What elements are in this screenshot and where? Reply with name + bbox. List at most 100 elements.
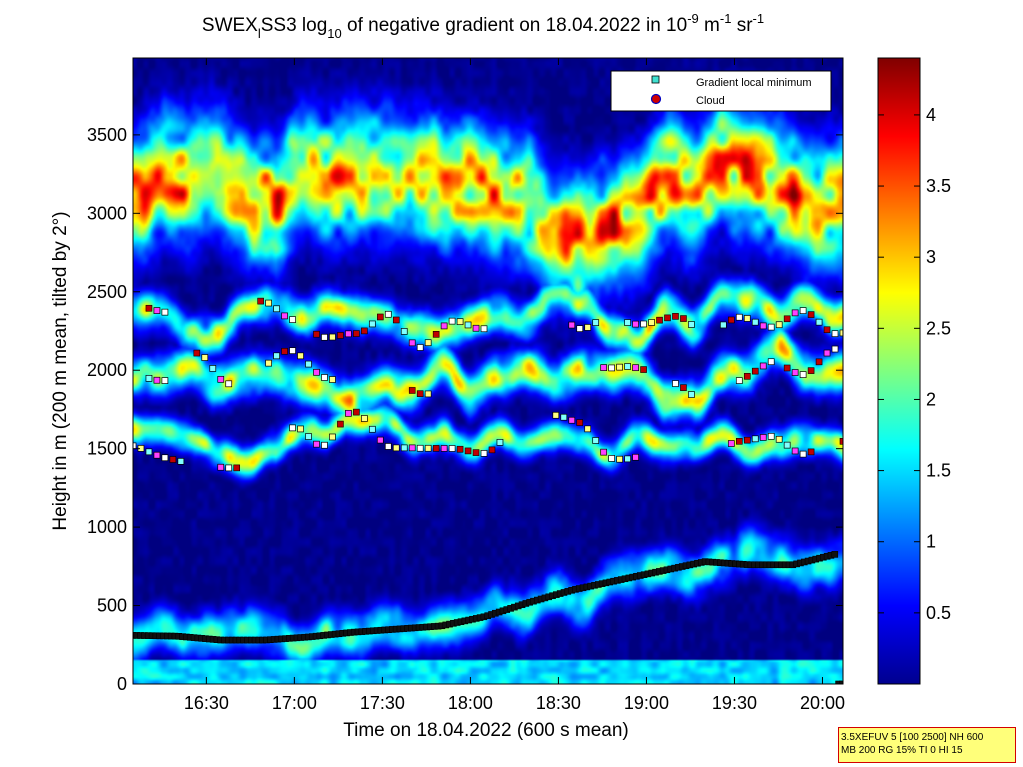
minimum-marker <box>480 325 488 333</box>
minimum-marker <box>743 315 751 322</box>
minimum-marker <box>424 339 432 347</box>
minimum-marker <box>440 445 448 452</box>
cloud-marker <box>313 330 320 338</box>
cloud-marker <box>783 315 791 323</box>
minimum-marker <box>321 333 328 341</box>
minimum-marker <box>608 455 616 462</box>
colorbar-tick-label: 1 <box>926 532 936 552</box>
minimum-marker <box>281 312 288 320</box>
minimum-marker <box>688 321 695 328</box>
settings-info-box: 3.5XEFUV 5 [100 2500] NH 600 MB 200 RG 1… <box>838 727 1016 763</box>
title-unit-m: m <box>699 15 720 36</box>
minimum-marker <box>839 329 843 337</box>
minimum-marker <box>273 352 280 360</box>
minimum-marker <box>456 318 464 326</box>
cloud-marker <box>735 437 743 445</box>
cloud-marker <box>337 332 344 339</box>
minimum-marker <box>289 424 296 432</box>
minimum-marker <box>201 354 209 361</box>
minimum-marker <box>161 377 169 384</box>
minimum-marker <box>799 450 807 458</box>
legend-label-minimum: Gradient local minimum <box>696 77 812 89</box>
title-prefix: SWEX <box>202 15 258 36</box>
minimum-marker <box>719 321 727 329</box>
info-line-1: 3.5XEFUV 5 [100 2500] NH 600 <box>841 732 984 743</box>
minimum-marker <box>767 432 775 440</box>
cloud-marker <box>807 311 815 318</box>
cloud-marker <box>145 304 153 312</box>
minimum-marker <box>624 455 631 463</box>
cloud-marker <box>823 326 831 334</box>
title-unit-sr: sr <box>731 15 753 36</box>
minimum-marker <box>161 308 169 316</box>
x-tick-label: 19:00 <box>624 693 669 713</box>
minimum-marker <box>424 390 432 398</box>
minimum-marker <box>632 364 639 372</box>
minimum-marker <box>161 454 169 462</box>
minimum-marker <box>368 425 376 433</box>
minimum-marker <box>600 364 608 371</box>
colorbar-tick-label: 0.5 <box>926 603 951 623</box>
y-tick-label: 2000 <box>87 360 127 380</box>
minimum-marker <box>799 371 807 378</box>
minimum-marker <box>209 365 217 372</box>
minimum-marker <box>376 436 384 444</box>
minimum-marker <box>624 363 631 370</box>
legend-box <box>610 70 832 112</box>
minimum-marker <box>624 319 631 326</box>
cloud-marker <box>815 358 823 366</box>
minimum-marker <box>440 322 448 330</box>
minimum-marker <box>688 391 695 398</box>
minimum-marker <box>480 450 488 457</box>
minimum-marker <box>313 368 320 376</box>
minimum-marker <box>217 375 225 383</box>
minimum-marker <box>225 464 233 472</box>
minimum-marker <box>584 425 592 433</box>
y-tick-label: 500 <box>97 596 127 616</box>
minimum-marker <box>329 433 336 441</box>
y-tick-label: 1000 <box>87 517 127 537</box>
minimum-marker <box>265 299 272 307</box>
minimum-marker <box>767 323 775 331</box>
colorbar-tick-label: 3 <box>926 247 936 267</box>
minimum-marker <box>584 324 592 331</box>
minimum-marker <box>735 377 743 384</box>
chart-title: SWEXlSS3 log10 of negative gradient on 1… <box>202 11 764 41</box>
minimum-marker <box>345 409 352 417</box>
colorbar-tick-label: 4 <box>926 105 936 125</box>
minimum-marker <box>273 305 280 313</box>
minimum-marker <box>576 325 584 332</box>
cloud-marker <box>807 367 815 374</box>
minimum-marker <box>552 411 560 419</box>
minimum-marker <box>321 441 328 449</box>
bl-marker <box>831 551 839 558</box>
minimum-marker <box>791 309 799 317</box>
minimum-marker <box>392 444 400 452</box>
minimum-marker <box>672 380 679 387</box>
minimum-marker <box>368 320 376 328</box>
x-tick-label: 17:30 <box>360 693 405 713</box>
minimum-marker <box>735 313 743 321</box>
minimum-marker <box>464 321 472 329</box>
cloud-marker <box>353 330 360 337</box>
x-tick-label: 16:30 <box>184 693 229 713</box>
heatmap-image <box>133 58 843 684</box>
x-tick-label: 18:00 <box>448 693 493 713</box>
minimum-marker <box>345 330 352 338</box>
cloud-marker <box>257 297 264 305</box>
cloud-marker <box>169 456 177 463</box>
x-tick-label: 20:00 <box>800 693 845 713</box>
minimum-marker <box>640 320 647 328</box>
minimum-marker <box>265 359 272 367</box>
minimum-marker <box>759 434 767 441</box>
colorbar-tick-label: 2 <box>926 389 936 409</box>
minimum-marker <box>783 441 791 449</box>
minimum-marker <box>568 321 576 329</box>
x-tick-label: 18:30 <box>536 693 581 713</box>
minimum-marker <box>217 463 225 471</box>
title-rest: of negative gradient on 18.04.2022 in 10 <box>342 15 687 36</box>
bl-marker <box>839 680 843 684</box>
cloud-marker <box>353 408 360 416</box>
cloud-marker <box>456 445 464 453</box>
